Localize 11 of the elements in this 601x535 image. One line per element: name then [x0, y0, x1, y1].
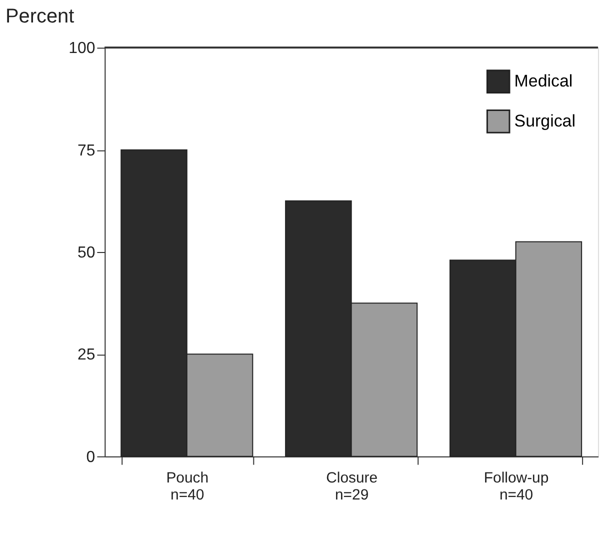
x-tick-label: Closure n=29 — [326, 470, 378, 504]
y-axis-title: Percent — [5, 5, 75, 28]
y-tick-label: 50 — [77, 244, 96, 262]
legend-label: Medical — [514, 72, 573, 91]
x-tick-label: Follow-up n=40 — [484, 470, 549, 504]
x-tick-label: Pouch n=40 — [166, 470, 209, 504]
legend-label: Surgical — [514, 111, 576, 130]
y-tick-label: 0 — [86, 448, 96, 466]
y-tick-label: 25 — [77, 346, 96, 364]
y-tick-label: 75 — [77, 142, 96, 160]
y-tick-label: 100 — [68, 40, 96, 58]
